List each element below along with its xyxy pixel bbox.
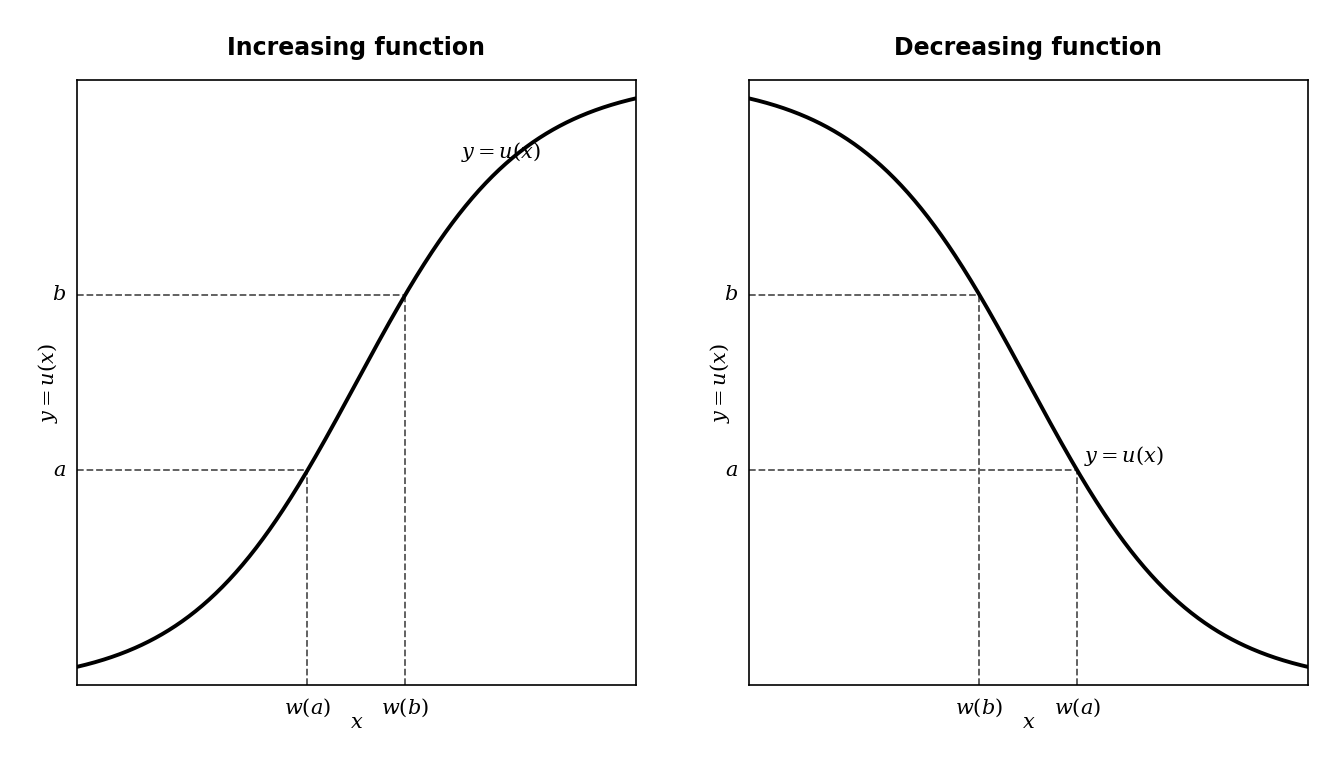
- Y-axis label: $y = u(x)$: $y = u(x)$: [36, 343, 60, 422]
- Title: Increasing function: Increasing function: [227, 36, 485, 60]
- Y-axis label: $y = u(x)$: $y = u(x)$: [708, 343, 732, 422]
- Text: $a$: $a$: [724, 461, 738, 480]
- Text: $w(a)$: $w(a)$: [284, 697, 331, 719]
- Text: $w(b)$: $w(b)$: [956, 697, 1004, 719]
- X-axis label: $x$: $x$: [349, 713, 363, 732]
- Text: $b$: $b$: [723, 285, 738, 304]
- Text: $y = u(x)$: $y = u(x)$: [461, 140, 542, 164]
- X-axis label: $x$: $x$: [1021, 713, 1035, 732]
- Text: $w(a)$: $w(a)$: [1054, 697, 1101, 719]
- Text: $y = u(x)$: $y = u(x)$: [1085, 444, 1164, 468]
- Text: $a$: $a$: [52, 461, 66, 480]
- Title: Decreasing function: Decreasing function: [894, 36, 1163, 60]
- Text: $b$: $b$: [51, 285, 66, 304]
- Text: $w(b)$: $w(b)$: [382, 697, 429, 719]
